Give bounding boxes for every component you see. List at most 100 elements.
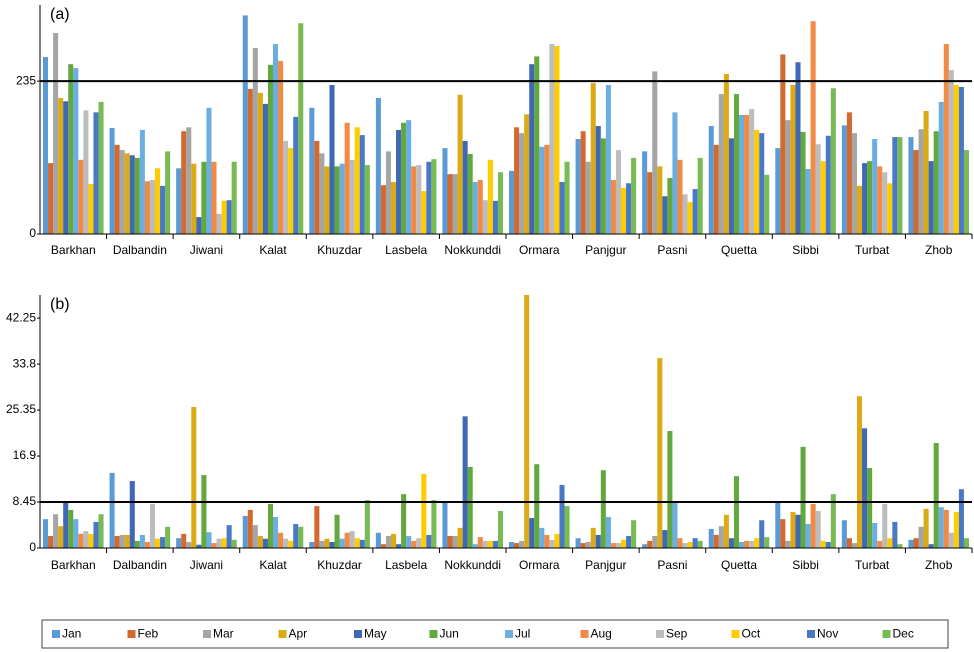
bar <box>83 110 89 234</box>
legend-swatch <box>127 630 136 638</box>
bar <box>396 544 402 548</box>
bar <box>324 538 330 548</box>
x-tick-label: Pasni <box>657 243 687 257</box>
bar <box>201 475 207 548</box>
bar <box>63 502 69 548</box>
bar <box>652 71 658 234</box>
bar <box>585 542 591 548</box>
bar <box>652 536 658 548</box>
bar <box>226 525 232 548</box>
bar <box>575 538 581 548</box>
y-tick-label: 235 <box>16 73 36 87</box>
bar <box>913 150 919 234</box>
bar <box>364 500 370 548</box>
bar <box>349 531 355 548</box>
y-tick-label: 42.25 <box>6 310 36 324</box>
bar <box>431 500 437 548</box>
bar <box>539 527 545 548</box>
bar <box>744 540 750 548</box>
bar <box>467 466 473 548</box>
bar <box>877 166 883 234</box>
bar <box>908 539 914 548</box>
bar <box>334 514 340 548</box>
bar <box>529 518 535 548</box>
bar <box>411 166 417 234</box>
bar <box>231 161 237 234</box>
bar <box>948 70 954 234</box>
x-tick-label: Nokkunddi <box>444 243 501 257</box>
x-tick-label: Jiwani <box>190 558 223 572</box>
bar <box>487 159 493 234</box>
bar <box>713 534 719 548</box>
bar <box>278 532 284 548</box>
bar <box>851 133 857 234</box>
bar <box>775 148 781 234</box>
bar <box>391 533 397 548</box>
x-tick-label: Kalat <box>259 243 287 257</box>
legend-swatch <box>580 630 589 638</box>
bar <box>196 544 202 548</box>
bar <box>830 88 836 234</box>
bar <box>391 181 397 234</box>
bar <box>242 515 248 548</box>
bar <box>252 47 258 234</box>
bar <box>278 60 284 234</box>
bar <box>928 544 934 548</box>
bar <box>380 544 386 548</box>
bar <box>181 131 187 234</box>
bar <box>913 538 919 548</box>
bar <box>442 148 448 234</box>
bar <box>48 163 54 234</box>
y-tick-label: 0 <box>29 540 36 554</box>
bar <box>708 126 714 234</box>
bar <box>334 166 340 234</box>
bar <box>938 507 944 548</box>
bar <box>176 538 182 548</box>
bar <box>897 137 903 234</box>
bar <box>749 540 755 548</box>
bar <box>149 180 155 234</box>
bar <box>549 539 555 548</box>
bar <box>626 536 632 548</box>
x-tick-label: Nokkunddi <box>444 558 501 572</box>
bar <box>764 174 770 234</box>
bar <box>452 536 458 548</box>
bar <box>559 181 565 234</box>
bar <box>93 521 99 548</box>
bar <box>642 544 648 548</box>
bar <box>134 157 140 234</box>
bar <box>247 88 253 234</box>
bar <box>785 540 791 548</box>
bar <box>775 502 781 548</box>
bar <box>262 103 268 235</box>
bar <box>78 533 84 548</box>
bar <box>492 540 498 548</box>
bar <box>841 520 847 548</box>
bar <box>73 68 79 235</box>
bar <box>534 464 540 548</box>
bar <box>820 540 826 548</box>
x-tick-label: Khuzdar <box>317 558 362 572</box>
bar <box>938 101 944 234</box>
bar <box>160 537 166 548</box>
bar <box>477 180 483 234</box>
bar <box>339 163 345 234</box>
bar <box>298 23 304 234</box>
bar <box>293 524 299 548</box>
bar <box>590 83 596 235</box>
bar <box>692 538 698 548</box>
bar <box>764 537 770 548</box>
bar <box>948 532 954 548</box>
bar <box>124 153 130 234</box>
legend-label: Oct <box>742 627 761 641</box>
bar <box>544 534 550 548</box>
bar <box>514 127 520 234</box>
legend-label: Apr <box>289 627 308 641</box>
bar <box>43 57 49 234</box>
bar <box>283 140 289 234</box>
bar <box>206 532 212 548</box>
bar <box>309 107 315 234</box>
bar <box>524 295 530 548</box>
bar <box>273 516 279 548</box>
bar <box>273 44 279 235</box>
